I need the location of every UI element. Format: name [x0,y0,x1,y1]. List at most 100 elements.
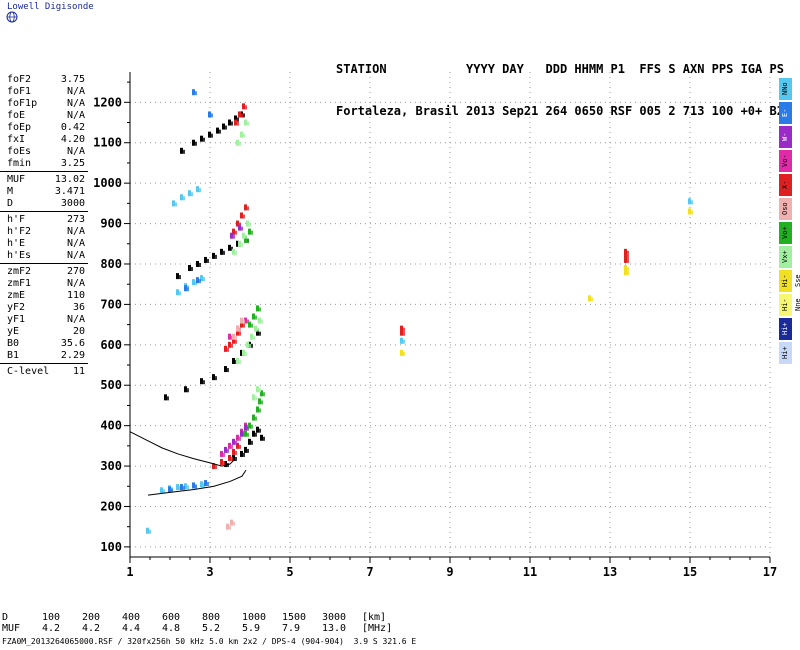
echo-point [228,341,231,348]
x-tick-label: 3 [206,565,213,579]
echo-point [624,269,627,276]
echo-point [691,200,693,205]
param-value: N/A [66,226,85,237]
echo-point [232,454,235,461]
echo-point [184,483,187,490]
param-name: D [7,198,14,209]
echo-point [235,230,237,235]
echo-point [164,394,167,401]
echo-point [228,244,231,251]
echo-point [216,127,219,134]
param-name: MUF [7,174,26,185]
param-value: 3.75 [60,74,85,85]
legend-swatch: NNo [779,78,792,100]
echo-point [188,190,191,197]
electron-profile [129,431,247,496]
echo-point [215,254,217,259]
echo-point [236,325,239,332]
echo-point [219,129,221,134]
param-separator [0,363,88,364]
echo-point [180,484,183,491]
param-value: N/A [66,110,85,121]
echo-point [248,438,251,445]
echo-point [403,331,405,336]
muf-table-cell: 200 [82,612,101,623]
echo-point [238,240,241,247]
param-name: yF1 [7,314,26,325]
param-name: foEp [7,122,32,133]
param-value: 0.42 [60,122,85,133]
echo-point [232,248,235,255]
echo-point [236,329,239,336]
param-row: B0 35.6 [7,338,85,350]
param-row: foEp 0.42 [7,122,85,134]
echo-point [244,317,247,324]
echo-point [688,208,691,215]
echo-point [256,329,259,336]
echo-point [251,323,253,328]
echo-point [236,139,239,146]
echo-point [163,489,165,494]
echo-point [199,262,201,267]
param-row: yE 20 [7,326,85,338]
echo-point [400,325,403,332]
echo-point [231,456,233,461]
echo-point [257,327,259,332]
echo-point [212,374,215,381]
param-value: 4.20 [60,134,85,145]
echo-point [229,525,231,530]
param-row: zmF1 N/A [7,278,85,290]
muf-table-cell: 3000 [322,612,347,623]
echo-point [215,376,217,381]
echo-point [240,450,243,457]
echo-point [242,103,245,110]
echo-point [223,461,225,466]
echo-point [191,267,193,272]
echo-point [255,315,257,320]
muf-table-cell: 800 [202,612,221,623]
echo-point [261,319,263,324]
echo-point [200,378,203,385]
echo-point [199,279,201,284]
echo-point [243,323,245,328]
echo-point [261,400,263,405]
chart-axes: 1 3 5 7 9 11 13 15 17100200300400500600700800900… [93,72,777,579]
echo-point [232,357,235,364]
param-name: B0 [7,338,20,349]
echo-point [258,398,261,405]
param-name: foEs [7,146,32,157]
echo-point [212,463,215,470]
echo-point [243,452,245,457]
echo-point [183,486,185,491]
echo-point [192,279,195,286]
param-name: foF2 [7,74,32,85]
echo-point [239,327,241,332]
param-name: yE [7,326,20,337]
echo-point [254,325,257,332]
echo-point [223,250,225,255]
echo-point [239,141,241,146]
echo-point [252,313,255,320]
echo-point [244,119,247,126]
echo-point [247,121,249,126]
param-row: fmin 3.25 [7,158,85,170]
echo-point [235,440,237,445]
param-name: B1 [7,350,20,361]
echo-point [234,119,237,126]
echo-point [224,446,227,453]
echo-point [224,461,227,468]
muf-table-cell: 7.9 [282,623,301,634]
echo-point [256,426,259,433]
param-value: 35.6 [60,338,85,349]
param-name: zmF2 [7,266,32,277]
y-tick-label: 1100 [93,136,122,150]
echo-point [207,482,209,487]
param-value: N/A [66,86,85,97]
legend-swatch: Vx+ [779,246,792,268]
echo-point [240,212,243,219]
param-value: 20 [72,326,85,337]
param-row: h'E N/A [7,238,85,250]
echo-point [200,135,203,142]
echo-point [183,149,185,154]
